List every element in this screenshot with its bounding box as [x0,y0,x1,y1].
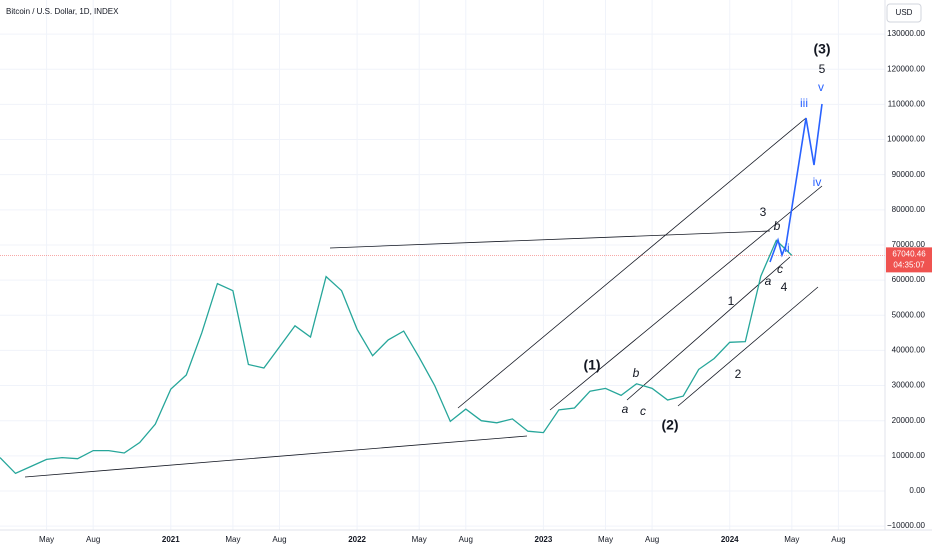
wave-label: iv [813,175,822,189]
wave-label: b [633,366,640,380]
x-tick-label: Aug [272,535,286,544]
y-tick-label: −10000.00 [887,521,926,530]
y-tick-label: 40000.00 [892,346,926,355]
wave-label: 5 [819,62,826,76]
y-tick-label: 0.00 [909,486,925,495]
y-tick-label: 50000.00 [892,310,926,319]
y-tick-label: 110000.00 [888,99,926,108]
resistance-line [329,230,771,249]
y-tick-label: 80000.00 [892,205,926,214]
currency[interactable]: USD [896,8,913,17]
channel-line [549,185,823,411]
wave-label: v [818,80,824,94]
y-tick-label: 10000.00 [892,451,926,460]
wave-label: (2) [661,417,678,433]
x-tick-label: 2023 [535,535,553,544]
last-price-label: 67040.46 [892,249,926,258]
y-tick-label: 60000.00 [892,275,926,284]
y-tick-label: 100000.00 [887,135,925,144]
price-layer [0,239,885,475]
wave-label: (3) [813,41,830,57]
x-tick-label: 2021 [162,535,180,544]
wave-label: 4 [781,280,788,294]
channel-line [626,256,791,401]
x-tick-label: May [412,535,427,544]
wave-label: c [640,404,646,418]
axes: −10000.00 0.00 10000.00 20000.00 30000.00 400… [39,29,932,544]
x-tick-label: 2022 [348,535,366,544]
price-line [0,239,793,475]
x-tick-label: Aug [645,535,659,544]
support-line [24,435,528,478]
x-tick-label: Aug [831,535,845,544]
channel-line [457,117,807,409]
x-tick-label: Aug [86,535,100,544]
wave-label: c [777,262,783,276]
countdown: 04:35:07 [893,260,925,269]
x-tick-label: May [39,535,54,544]
x-tick-label: 2024 [721,535,739,544]
chart-title: Bitcoin / U.S. Dollar, 1D, INDEX [6,7,119,16]
wave-label: 3 [760,205,767,219]
y-tick-label: 130000.00 [887,29,925,38]
wave-label: b [774,219,781,233]
y-tick-label: 30000.00 [892,381,926,390]
y-tick-label: 120000.00 [887,64,925,73]
last-price-box [886,247,932,273]
currency-box[interactable] [886,3,922,23]
y-tick-label: 90000.00 [892,170,926,179]
x-tick-label: May [598,535,613,544]
wave-label: 2 [735,367,742,381]
y-tick-label: 20000.00 [892,416,926,425]
x-tick-label: Aug [459,535,473,544]
wave-label: (1) [583,357,600,373]
wave-label: 1 [728,294,735,308]
projection-path [769,103,823,263]
x-tick-label: May [225,535,240,544]
x-tick-label: May [784,535,799,544]
wave-label: a [622,402,629,416]
trend-lines [24,117,823,478]
annotations: (3) 5 v iii iv 3 b ii a c 4 1 2 (1) b a … [583,41,830,433]
wave-label: iii [800,96,808,110]
y-tick-label: 70000.00 [892,240,926,249]
wave-label: ii [784,241,789,255]
channel-line [677,286,819,407]
wave-label: a [765,274,772,288]
